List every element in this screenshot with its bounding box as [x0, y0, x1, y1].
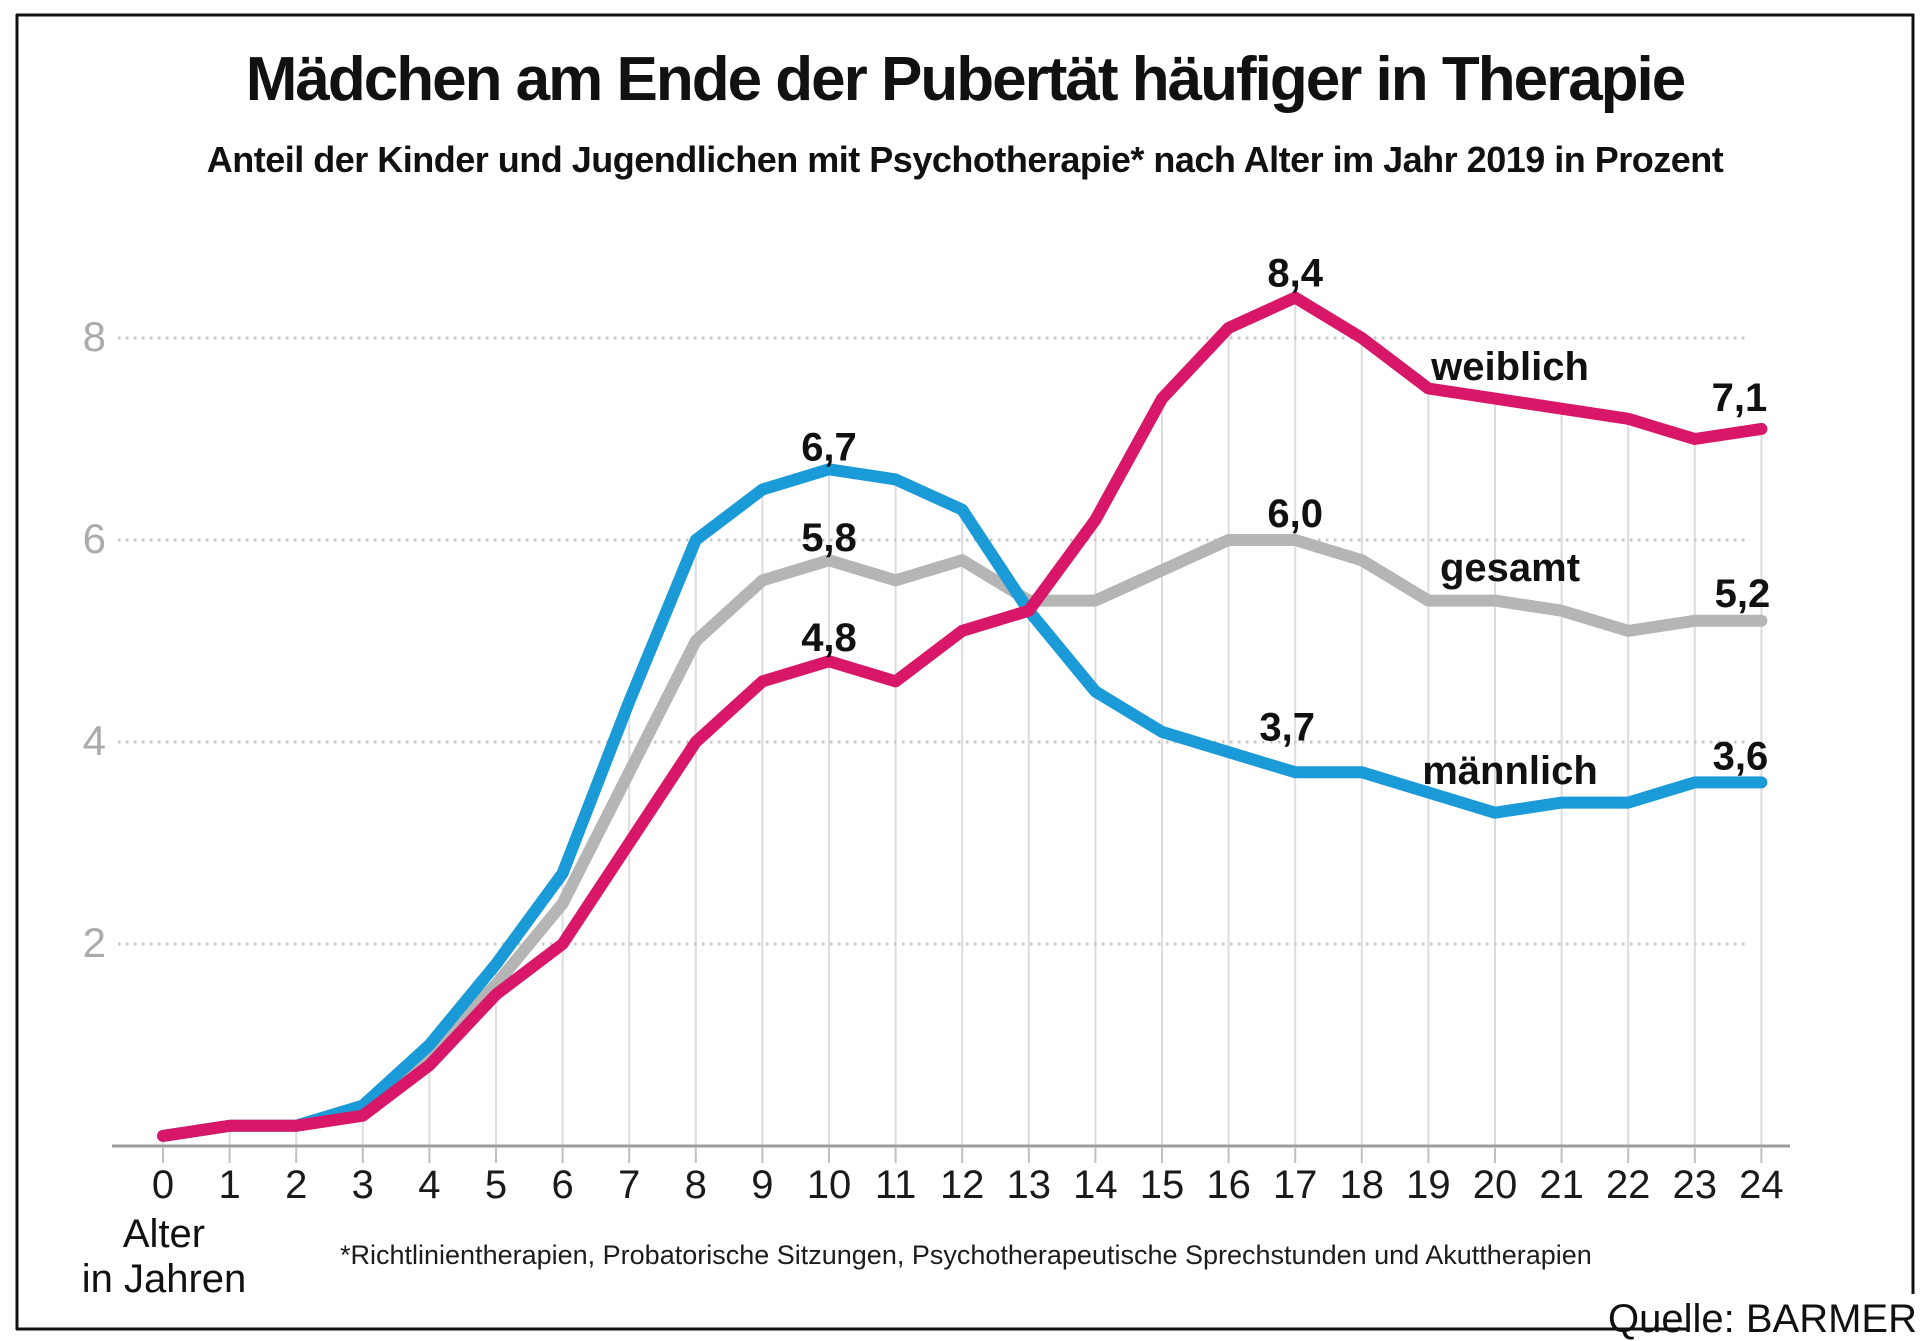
y-axis-tick-label: 2 [83, 919, 106, 966]
page-subtitle: Anteil der Kinder und Jugendlichen mit P… [207, 139, 1724, 180]
y-axis-tick-label: 4 [83, 717, 106, 764]
series-label-weiblich: weiblich [1430, 345, 1589, 389]
source-credit: Quelle: BARMER [1608, 1297, 1917, 1341]
data-labels: gesamt männlich weiblich 6,7 5,8 4,8 8,4 6,0 3,7… [801, 252, 1770, 793]
x-axis-tick-label: 0 [152, 1163, 174, 1207]
x-axis-caption-line1: Alter [123, 1212, 205, 1256]
x-axis-tick-label: 11 [875, 1163, 917, 1207]
data-label-männlich-17: 3,7 [1259, 705, 1315, 749]
x-axis-tick-label: 24 [1739, 1163, 1784, 1207]
x-axis-tick-label: 8 [685, 1163, 707, 1207]
y-axis-tick-label: 6 [83, 515, 106, 562]
x-axis-tick-label: 21 [1539, 1163, 1584, 1207]
horizontal-gridlines: 2 4 6 8 [83, 313, 1745, 966]
data-label-gesamt-24: 5,2 [1715, 572, 1771, 616]
data-label-männlich-10: 6,7 [801, 425, 857, 469]
x-axis-tick-label: 18 [1340, 1163, 1385, 1207]
data-label-weiblich-24: 7,1 [1712, 376, 1768, 420]
x-axis: 0 1 2 3 4 5 6 7 8 9 10 11 12 13 14 15 16 17 18 19 20 21 22 23 24 [112, 1144, 1790, 1207]
data-label-gesamt-17: 6,0 [1267, 492, 1323, 536]
x-axis-tick-label: 6 [551, 1163, 573, 1207]
x-axis-tick-label: 4 [418, 1163, 440, 1207]
x-axis-tick-label: 12 [940, 1163, 985, 1207]
x-axis-tick-label: 16 [1206, 1163, 1251, 1207]
data-label-männlich-24: 3,6 [1713, 734, 1769, 778]
vertical-gridlines [162, 297, 1763, 1146]
x-axis-tick-label: 1 [218, 1163, 240, 1207]
x-axis-tick-label: 23 [1673, 1163, 1718, 1207]
x-axis-tick-label: 3 [352, 1163, 374, 1207]
page-title: Mädchen am Ende der Pubertät häufiger in… [246, 45, 1685, 114]
series-label-männlich: männlich [1422, 749, 1598, 793]
x-axis-tick-label: 10 [807, 1163, 852, 1207]
data-label-weiblich-17: 8,4 [1267, 252, 1323, 296]
x-axis-tick-label: 13 [1007, 1163, 1052, 1207]
y-axis-tick-label: 8 [83, 313, 106, 360]
data-label-weiblich-10: 4,8 [801, 616, 857, 660]
x-axis-tick-label: 15 [1140, 1163, 1185, 1207]
x-axis-tick-label: 17 [1273, 1163, 1318, 1207]
series-label-gesamt: gesamt [1440, 546, 1580, 590]
footnote: *Richtlinientherapien, Probatorische Sit… [340, 1240, 1592, 1270]
data-label-gesamt-10: 5,8 [801, 516, 857, 560]
series-lines [157, 291, 1768, 1142]
x-axis-tick-label: 22 [1606, 1163, 1651, 1207]
series-line-männlich [157, 463, 1768, 1142]
x-axis-caption-line2: in Jahren [82, 1257, 247, 1301]
x-axis-tick-label: 9 [751, 1163, 773, 1207]
frame-border [15, 13, 1915, 1331]
x-axis-tick-label: 2 [285, 1163, 307, 1207]
x-axis-tick-label: 7 [618, 1163, 640, 1207]
x-axis-tick-label: 19 [1406, 1163, 1451, 1207]
series-line-gesamt [157, 534, 1768, 1142]
x-axis-tick-label: 20 [1473, 1163, 1518, 1207]
x-axis-tick-label: 14 [1073, 1163, 1118, 1207]
x-axis-tick-label: 5 [485, 1163, 507, 1207]
series-line-weiblich [157, 291, 1768, 1142]
